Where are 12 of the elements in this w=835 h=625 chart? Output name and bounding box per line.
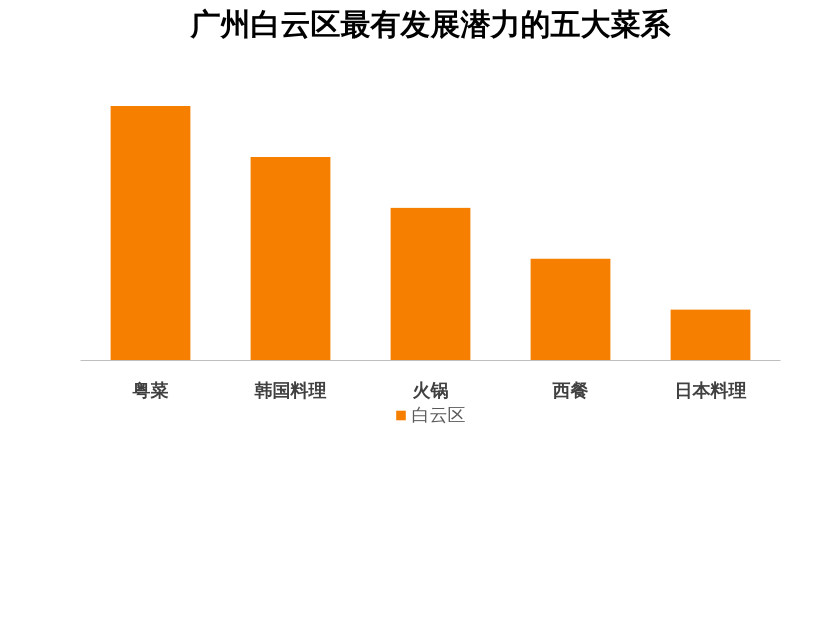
bar [670, 310, 750, 361]
x-tick-label: 韩国料理 [254, 380, 326, 402]
x-tick-label: 西餐 [552, 380, 588, 402]
x-tick-label: 日本料理 [674, 380, 746, 402]
x-tick-label: 火锅 [412, 380, 448, 402]
bar [390, 208, 470, 361]
legend-label: 白云区 [412, 404, 466, 427]
bar [250, 156, 330, 361]
bar [530, 258, 610, 361]
bar [110, 106, 190, 361]
x-tick-label: 粤菜 [132, 380, 168, 402]
chart-title: 广州白云区最有发展潜力的五大菜系 [190, 8, 672, 42]
